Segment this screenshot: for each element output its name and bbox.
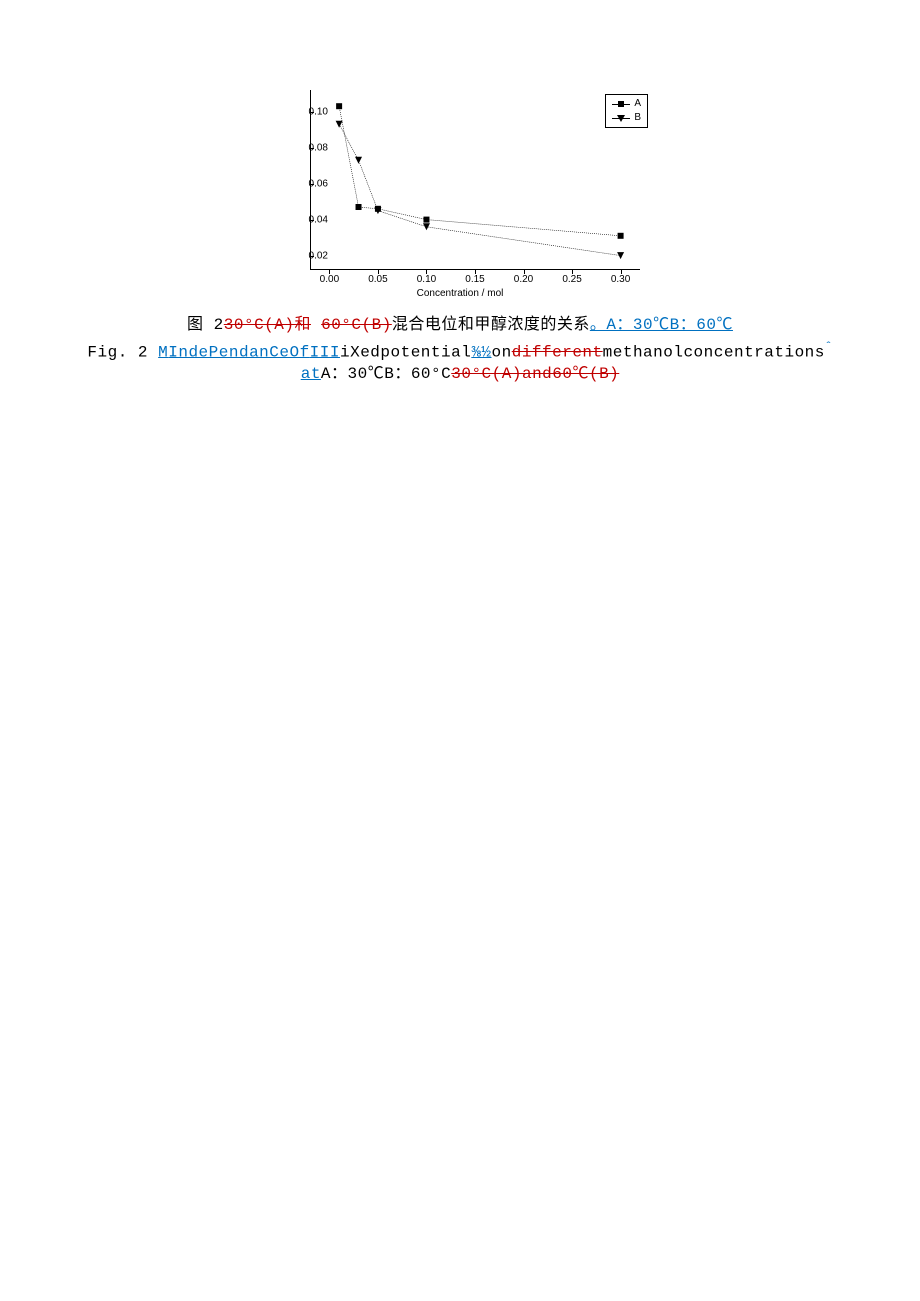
x-tick-mark <box>329 270 330 274</box>
caption-en-line1: Fig. 2 MIndePendanCeOfIIIiXedpotential⅜½… <box>50 336 870 363</box>
series-line-b <box>339 124 620 255</box>
square-marker-icon <box>356 204 362 210</box>
legend-box: A B <box>605 94 648 128</box>
triangle-marker-icon <box>423 223 430 230</box>
caret-insert-icon: ˆ <box>825 340 833 354</box>
square-marker-icon <box>618 101 624 107</box>
caption-cn-mid: 混合电位和甲醇浓度的关系 <box>392 316 590 334</box>
caption-cn: 图 230°C(A)和 60°C(B)混合电位和甲醇浓度的关系。A：30℃B：6… <box>50 314 870 336</box>
square-marker-icon <box>423 217 429 223</box>
chart-container: 0.020.040.060.080.10 0.000.050.100.150.2… <box>260 80 660 310</box>
caption-cn-strike1: 30°C(A)和 <box>224 316 311 334</box>
x-tick-label: 0.30 <box>611 274 630 285</box>
x-tick-label: 0.15 <box>465 274 484 285</box>
caption-en-prefix: Fig. 2 <box>87 343 148 361</box>
square-marker-icon <box>336 103 342 109</box>
caption-en-u4: ⅜½ <box>471 343 491 361</box>
caption-en-u3: III <box>310 343 340 361</box>
caption-block: 图 230°C(A)和 60°C(B)混合电位和甲醇浓度的关系。A：30℃B：6… <box>50 314 870 385</box>
caption-en-strike: different <box>512 343 603 361</box>
x-axis-label: Concentration / mol <box>417 288 504 299</box>
triangle-marker-icon <box>355 157 362 164</box>
x-tick-label: 0.05 <box>368 274 387 285</box>
legend-item-a: A <box>612 97 641 111</box>
legend-item-b: B <box>612 111 641 125</box>
x-tick-label: 0.10 <box>417 274 436 285</box>
legend-line-b-icon <box>612 118 630 119</box>
x-tick-mark <box>475 270 476 274</box>
x-tick-label: 0.25 <box>562 274 581 285</box>
caption-cn-sp <box>311 316 321 334</box>
caption-cn-strike2: 60°C(B) <box>321 316 392 334</box>
caption-en2-plain1: A：30℃B：60°C <box>321 365 451 383</box>
series-line-a <box>339 106 620 236</box>
x-tick-label: 0.00 <box>320 274 339 285</box>
x-tick-mark <box>426 270 427 274</box>
page-root: 0.020.040.060.080.10 0.000.050.100.150.2… <box>0 80 920 385</box>
caption-en2-u1: at <box>301 365 321 383</box>
caption-en-u1: M <box>158 343 168 361</box>
triangle-marker-icon <box>336 121 343 128</box>
caption-en-plain3: methanolconcentrations <box>603 343 825 361</box>
legend-line-a-icon <box>612 104 630 105</box>
legend-label-a: A <box>634 97 641 111</box>
legend-label-b: B <box>634 111 641 125</box>
caption-cn-insert: 。A：30℃B：60℃ <box>590 316 733 334</box>
x-tick-mark <box>621 270 622 274</box>
x-tick-mark <box>524 270 525 274</box>
caption-en-u2: IndePendanCeOf <box>168 343 309 361</box>
caption-en-space <box>148 343 158 361</box>
square-marker-icon <box>618 233 624 239</box>
x-tick-mark <box>378 270 379 274</box>
triangle-marker-icon <box>617 252 624 259</box>
triangle-marker-icon <box>617 115 625 122</box>
plot-svg <box>310 90 640 270</box>
x-tick-label: 0.20 <box>514 274 533 285</box>
caption-en2-strike: 30°C(A)and60℃(B) <box>451 365 619 383</box>
caption-cn-prefix: 图 2 <box>187 316 224 334</box>
x-tick-mark <box>572 270 573 274</box>
caption-en-line2: atA：30℃B：60°C30°C(A)and60℃(B) <box>50 363 870 385</box>
caption-en-plain1: iXedpotential <box>340 343 471 361</box>
caption-en-plain2: on <box>492 343 512 361</box>
